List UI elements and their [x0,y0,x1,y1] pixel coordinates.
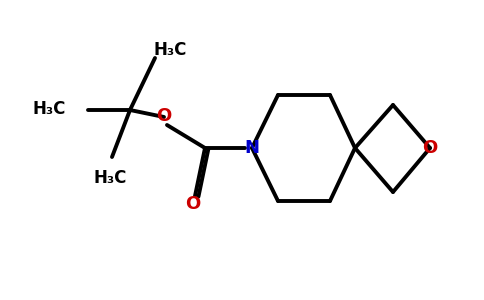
Text: O: O [423,139,438,157]
Text: N: N [244,139,259,157]
Text: O: O [156,107,172,125]
Text: H₃C: H₃C [153,41,187,59]
Text: O: O [185,195,201,213]
Text: H₃C: H₃C [93,169,127,187]
Text: H₃C: H₃C [32,100,66,118]
